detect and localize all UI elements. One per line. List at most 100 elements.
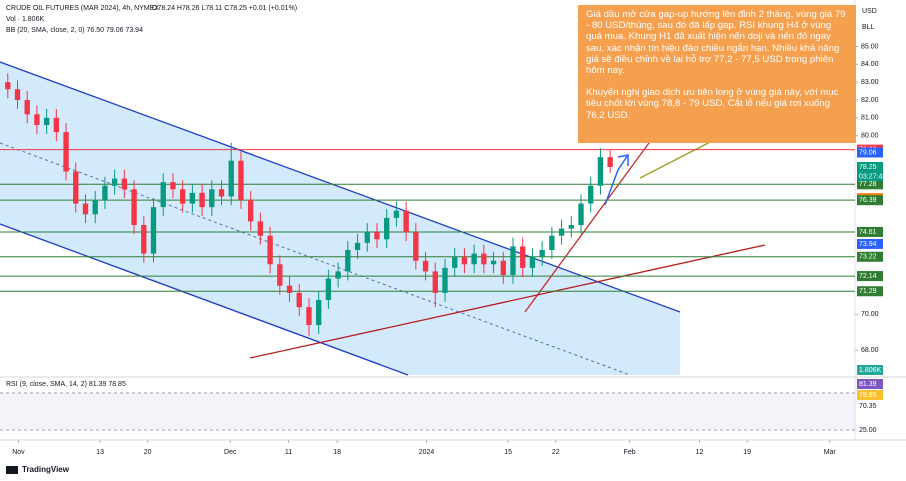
y-tick-label: 82.00 bbox=[861, 97, 879, 104]
candle-body bbox=[34, 114, 40, 125]
candle-body bbox=[179, 189, 186, 204]
currency2: BLL bbox=[862, 24, 875, 31]
candle-body bbox=[238, 160, 244, 200]
trend-line bbox=[249, 244, 766, 359]
x-tick-label: 15 bbox=[504, 449, 512, 456]
candle-body bbox=[199, 192, 205, 208]
channel-lower bbox=[0, 223, 409, 376]
volume-header: Vol · 1.806K bbox=[6, 16, 44, 23]
candle-body bbox=[325, 278, 332, 300]
y-tick-label: 70.00 bbox=[861, 311, 879, 318]
candle-body bbox=[277, 264, 283, 286]
candle-body bbox=[597, 157, 604, 186]
rsi-label: 78.85 bbox=[859, 392, 877, 399]
candle-body bbox=[160, 182, 166, 208]
annotation: Giá dầu mở cửa gap-up hướng lên đỉnh 2 t… bbox=[578, 5, 856, 143]
channel-mid bbox=[0, 142, 631, 376]
annotation-text: Giá dầu mở cửa gap-up hướng lên đỉnh 2 t… bbox=[586, 9, 846, 77]
candle-body bbox=[413, 232, 419, 261]
arrow-head bbox=[617, 154, 629, 166]
candle-body bbox=[529, 257, 536, 268]
candle-body bbox=[82, 203, 89, 215]
candle-body bbox=[345, 250, 351, 272]
candle-body bbox=[141, 225, 147, 254]
candle-body bbox=[335, 271, 341, 279]
candle-body bbox=[286, 285, 293, 293]
candle-body bbox=[92, 200, 98, 215]
candle-body bbox=[374, 232, 380, 240]
candle-body bbox=[73, 171, 79, 204]
x-tick-label: 18 bbox=[333, 449, 341, 456]
price-tag bbox=[857, 147, 883, 158]
candle-body bbox=[364, 232, 370, 243]
candle-body bbox=[558, 228, 565, 236]
ohlc-header: O78.24 H78.26 L78.11 C78.25 +0.01 (+0.01… bbox=[152, 5, 297, 12]
candle-body bbox=[170, 182, 176, 190]
y-tick-label: 68.00 bbox=[861, 347, 879, 354]
trend-line bbox=[524, 127, 661, 313]
rsi-label: 81.39 bbox=[859, 381, 877, 388]
y-tick-label: 85.00 bbox=[861, 43, 879, 50]
candle-body bbox=[471, 253, 477, 265]
candle-body bbox=[588, 185, 594, 204]
candle-body bbox=[520, 246, 526, 268]
candle-body bbox=[549, 235, 555, 250]
candle-body bbox=[539, 250, 545, 258]
price-tag bbox=[857, 226, 883, 237]
channel bbox=[0, 62, 680, 375]
candle-body bbox=[267, 235, 273, 265]
candle-body bbox=[452, 257, 458, 268]
price-tag bbox=[857, 238, 883, 249]
price-tag bbox=[857, 286, 883, 297]
candle-body bbox=[490, 260, 497, 265]
candle-body bbox=[384, 217, 390, 240]
x-tick-label: 12 bbox=[696, 449, 704, 456]
candle-body bbox=[63, 132, 69, 172]
y-tick-label: 80.00 bbox=[861, 133, 879, 140]
rsi-header: RSI (9, close, SMA, 14, 2) 81.39 78.85 bbox=[6, 381, 126, 388]
price-tag-label: 76.39 bbox=[859, 197, 877, 204]
rsi-band bbox=[0, 393, 855, 430]
candle-body bbox=[432, 271, 438, 293]
brand: TradingView bbox=[22, 465, 70, 474]
x-tick-label: 13 bbox=[96, 449, 104, 456]
brand-logo bbox=[6, 466, 18, 474]
candle-body bbox=[316, 300, 322, 325]
candle-body bbox=[14, 89, 21, 100]
price-tag bbox=[857, 271, 883, 282]
candle-body bbox=[111, 178, 118, 186]
currency: USD bbox=[862, 8, 877, 15]
arrow bbox=[604, 154, 629, 206]
price-tag-label: 74.61 bbox=[859, 229, 877, 236]
y-tick-label: 84.00 bbox=[861, 61, 879, 68]
bb-header: BB (20, SMA, close, 2, 0) 76.50 79.06 73… bbox=[6, 27, 143, 34]
candle-body bbox=[578, 203, 584, 225]
candle-body bbox=[403, 210, 409, 233]
candle-body bbox=[5, 82, 11, 90]
x-tick-label: Feb bbox=[624, 449, 636, 456]
candle-body bbox=[257, 221, 264, 236]
candle-body bbox=[461, 257, 468, 265]
pointer-line bbox=[639, 137, 719, 179]
y-tick-label: 81.00 bbox=[861, 115, 879, 122]
price-tag-label: 77.28 bbox=[859, 181, 877, 188]
candle-body bbox=[218, 189, 225, 197]
chart-title: CRUDE OIL FUTURES (MAR 2024), 4h, NYMEX bbox=[6, 5, 159, 12]
candle-body bbox=[209, 189, 215, 208]
countdown-tag bbox=[857, 171, 883, 181]
candle-body bbox=[24, 100, 30, 115]
x-tick-label: Dec bbox=[224, 449, 237, 456]
candle-body bbox=[306, 307, 312, 325]
x-tick-label: 2024 bbox=[419, 449, 435, 456]
countdown: 03:27:42 bbox=[859, 173, 886, 180]
candle-body bbox=[296, 292, 302, 308]
price-tag-label: 71.29 bbox=[859, 288, 877, 295]
candle-body bbox=[121, 178, 128, 190]
rsi-tag bbox=[857, 379, 883, 389]
price-tag bbox=[857, 179, 883, 190]
candle-body bbox=[150, 207, 157, 254]
candle-body bbox=[422, 260, 429, 272]
candle-body bbox=[510, 246, 516, 275]
price-tag bbox=[857, 161, 883, 172]
candle-body bbox=[500, 260, 506, 275]
